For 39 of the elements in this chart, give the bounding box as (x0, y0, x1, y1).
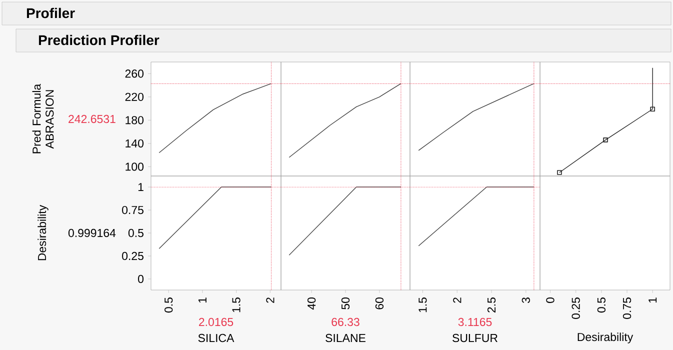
y-tick-label: 0 (138, 274, 144, 284)
y-tick-label: 260 (125, 70, 144, 78)
y-tick-label: 1 (138, 183, 144, 191)
x-tick-label: 1.5 (232, 298, 240, 312)
ref-line-label: 242.6531 (68, 114, 116, 124)
ref-line-label: 66.33 (332, 318, 360, 326)
x-tick-label: 0.75 (622, 298, 632, 319)
x-tick-label: 0.25 (572, 298, 580, 319)
x-tick-label: 0.5 (164, 298, 173, 313)
x-axis-title: Desirability (578, 332, 634, 344)
y-tick-label: 140 (126, 139, 144, 148)
ref-line-label: 2.0165 (198, 318, 234, 326)
x-tick-label: 0 (546, 297, 554, 303)
x-tick-label: 2.5 (487, 298, 496, 312)
x-axis-title: SILANE (326, 334, 366, 342)
x-axis-title: SULFUR (452, 334, 498, 342)
x-tick-label: 2 (266, 298, 274, 303)
x-tick-label: 60 (375, 297, 384, 310)
ref-line-label: 3.1165 (458, 318, 492, 326)
y-tick-label: 220 (125, 92, 144, 101)
x-tick-label: 1 (648, 298, 657, 303)
x-tick-label: 1.5 (418, 298, 427, 312)
chart-subtitle: Prediction Profiler (38, 34, 160, 46)
y-tick-label: 100 (126, 162, 144, 171)
y-tick-label: 0.75 (122, 206, 144, 214)
x-tick-label: 1 (198, 298, 206, 303)
x-tick-label: 3 (522, 298, 530, 303)
text: 0.999164 (68, 228, 116, 238)
x-tick-label: 0.5 (597, 298, 606, 313)
x-tick-label: 40 (307, 297, 316, 310)
chart-title: Profiler (26, 8, 75, 18)
x-tick-label: 2 (453, 298, 462, 303)
y-tick-label: 180 (126, 116, 144, 124)
y-axis-title: Desirability (38, 204, 48, 260)
y-tick-label: 0.5 (128, 228, 144, 238)
y-axis-title: Pred Formula ABRASION (32, 84, 54, 154)
x-tick-label: 50 (341, 297, 350, 310)
y-tick-label: 0.25 (122, 252, 144, 260)
x-axis-title: SILICA (198, 334, 234, 342)
